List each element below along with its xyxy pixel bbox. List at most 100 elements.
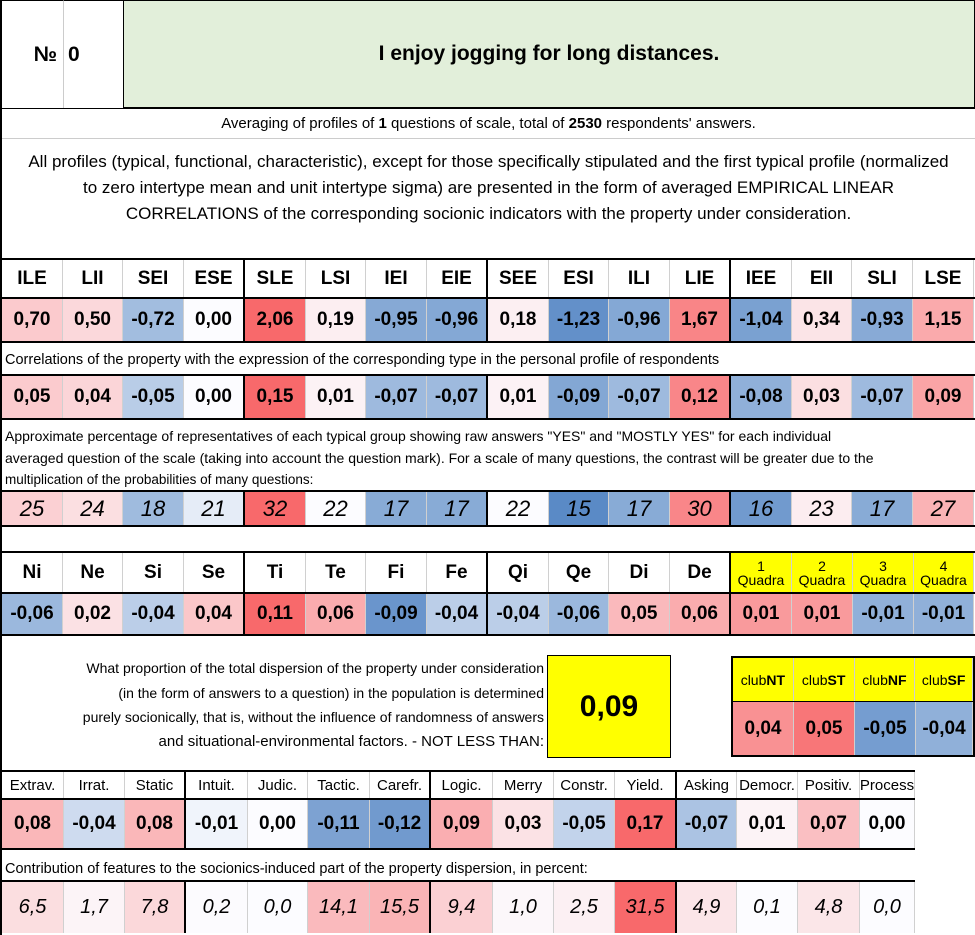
- typical-value-cell: 0,34: [792, 299, 852, 341]
- trait-header-cell: Constr.: [554, 772, 615, 798]
- correlation-value-cell: 0,04: [63, 376, 123, 418]
- trait-header-cell: Intuit.: [186, 772, 248, 798]
- percentage-value-cell: 25: [2, 492, 63, 525]
- contribution-value-cell: 1,7: [64, 882, 125, 933]
- correlation-value-cell: -0,05: [123, 376, 184, 418]
- function-header-cell: Fe: [427, 553, 488, 592]
- contribution-value-cell: 14,1: [308, 882, 370, 933]
- trait-value-cell: -0,11: [308, 800, 370, 848]
- club-header-cell: club NT: [733, 658, 794, 701]
- function-header-cell: Ne: [63, 553, 123, 592]
- function-value-cell: -0,04: [123, 594, 184, 634]
- function-header-cell: Fi: [366, 553, 427, 592]
- trait-header-cell: Merry: [493, 772, 554, 798]
- club-header-row: club NT club ST club NF club SF: [731, 656, 975, 701]
- intro-paragraph: All profiles (typical, functional, chara…: [2, 138, 975, 258]
- contribution-value-cell: 9,4: [431, 882, 493, 933]
- typical-profile-row: 0,70 0,50 -0,72 0,00 2,06 0,19 -0,95 -0,96 0,18-…: [2, 299, 975, 343]
- trait-value-cell: 0,08: [2, 800, 64, 848]
- typical-value-cell: -0,96: [609, 299, 670, 341]
- function-value-cell: 0,06: [306, 594, 366, 634]
- function-header-cell: Qe: [549, 553, 609, 592]
- function-header-cell: Si: [123, 553, 184, 592]
- percentage-value-cell: 23: [792, 492, 852, 525]
- number-label: №: [2, 0, 64, 108]
- contribution-value-cell: 0,2: [186, 882, 248, 933]
- trait-value-cell: -0,04: [64, 800, 125, 848]
- percentages-row: 25 24 18 21 32 22 17 17 22 15 17 30 16 23 17 27: [2, 490, 975, 527]
- trait-header-row: Extrav. Irrat. Static Intuit. Judic. Tactic. C…: [2, 770, 915, 798]
- dispersion-text: What proportion of the total dispersion …: [82, 660, 544, 750]
- percentage-value-cell: 22: [306, 492, 366, 525]
- typical-value-cell: -0,93: [852, 299, 913, 341]
- function-header-cell: Qi: [488, 553, 549, 592]
- type-header-cell: IEI: [366, 260, 427, 297]
- correlation-value-cell: 0,15: [245, 376, 306, 418]
- trait-header-cell: Tactic.: [308, 772, 370, 798]
- function-header-cell: De: [670, 553, 731, 592]
- quadra-value-cell: -0,01: [853, 594, 914, 634]
- typical-value-cell: -0,96: [427, 299, 488, 341]
- type-header-cell: EIE: [427, 260, 488, 297]
- trait-value-cell: -0,05: [554, 800, 615, 848]
- percentage-value-cell: 15: [549, 492, 609, 525]
- contribution-value-cell: 0,1: [737, 882, 798, 933]
- trait-value-cell: 0,07: [798, 800, 860, 848]
- correlations-note: Correlations of the property with the ex…: [5, 352, 720, 368]
- function-value-cell: -0,06: [2, 594, 63, 634]
- club-value-cell: -0,05: [855, 702, 916, 755]
- type-header-cell: LSE: [913, 260, 974, 297]
- trait-header-cell: Judic.: [248, 772, 308, 798]
- trait-header-cell: Carefr.: [370, 772, 431, 798]
- contribution-value-cell: 7,8: [125, 882, 186, 933]
- typical-value-cell: 0,50: [63, 299, 123, 341]
- club-header-cell: club SF: [915, 658, 974, 701]
- function-value-cell: 0,04: [184, 594, 245, 634]
- percentage-value-cell: 17: [366, 492, 427, 525]
- function-header-cell: Ti: [245, 553, 306, 592]
- type-header-cell: ILI: [609, 260, 670, 297]
- typical-value-cell: 2,06: [245, 299, 306, 341]
- function-value-cell: -0,09: [366, 594, 427, 634]
- trait-value-cell: 0,03: [493, 800, 554, 848]
- club-value-cell: 0,05: [794, 702, 855, 755]
- percentage-value-cell: 24: [63, 492, 123, 525]
- trait-value-cell: -0,07: [677, 800, 737, 848]
- correlation-value-cell: -0,07: [852, 376, 913, 418]
- type-header-cell: SEE: [488, 260, 549, 297]
- correlation-value-cell: 0,01: [306, 376, 366, 418]
- typical-value-cell: 1,15: [913, 299, 974, 341]
- quadra-value-cell: 0,01: [792, 594, 853, 634]
- correlation-value-cell: 0,01: [488, 376, 549, 418]
- contributions-row: 6,5 1,7 7,8 0,2 0,0 14,1 15,5 9,4 1,0 2,5 31,5 4,9 0…: [2, 880, 915, 933]
- trait-header-cell: Static: [125, 772, 186, 798]
- percentage-value-cell: 18: [123, 492, 184, 525]
- trait-header-cell: Yield.: [615, 772, 677, 798]
- quadra-value-cell: 0,01: [731, 594, 792, 634]
- trait-header-cell: Logic.: [431, 772, 493, 798]
- percentage-value-cell: 32: [245, 492, 306, 525]
- type-header-cell: IEE: [731, 260, 792, 297]
- trait-value-cell: 0,00: [860, 800, 915, 848]
- trait-values-row: 0,08 -0,04 0,08 -0,01 0,00 -0,11 -0,12 0,09 0,03…: [2, 798, 915, 850]
- type-header-cell: ILE: [2, 260, 63, 297]
- typical-value-cell: 1,67: [670, 299, 731, 341]
- trait-header-cell: Democr.: [737, 772, 798, 798]
- typical-value-cell: -0,72: [123, 299, 184, 341]
- contribution-value-cell: 0,0: [248, 882, 308, 933]
- trait-value-cell: 0,00: [248, 800, 308, 848]
- percentage-value-cell: 17: [427, 492, 488, 525]
- trait-value-cell: 0,08: [125, 800, 186, 848]
- correlations-row: 0,05 0,04 -0,05 0,00 0,15 0,01 -0,07 -0,07 0,01-…: [2, 374, 975, 420]
- type-header-cell: EII: [792, 260, 852, 297]
- contribution-value-cell: 4,9: [677, 882, 737, 933]
- contribution-note: Contribution of features to the socionic…: [5, 861, 588, 877]
- function-value-cell: -0,04: [488, 594, 549, 634]
- correlation-value-cell: 0,05: [2, 376, 63, 418]
- type-header-cell: ESE: [184, 260, 245, 297]
- contribution-value-cell: 1,0: [493, 882, 554, 933]
- correlation-value-cell: 0,00: [184, 376, 245, 418]
- trait-value-cell: 0,17: [615, 800, 677, 848]
- club-value-cell: 0,04: [733, 702, 794, 755]
- correlation-value-cell: -0,09: [549, 376, 609, 418]
